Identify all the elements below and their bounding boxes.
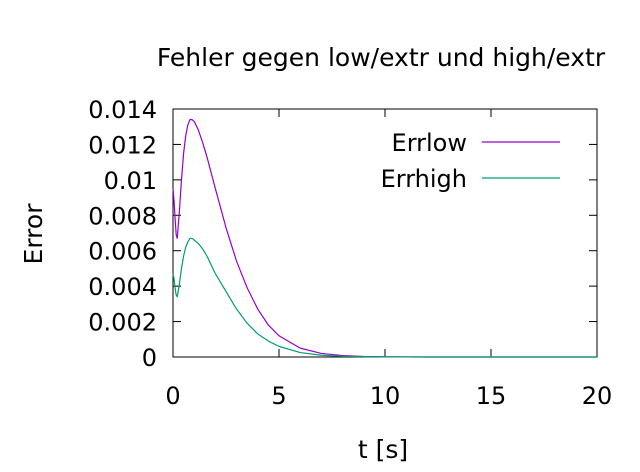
x-axis-ticks: 0 5 10 15 20 (165, 109, 612, 410)
x-tick-label: 15 (476, 382, 507, 410)
x-tick-label: 20 (582, 382, 613, 410)
x-tick-label: 0 (165, 382, 180, 410)
legend-label-errlow: Errlow (392, 129, 467, 157)
y-tick-label: 0.008 (88, 202, 157, 230)
legend: Errlow Errhigh (381, 129, 560, 193)
y-tick-label: 0.012 (88, 131, 157, 159)
series-lines (172, 119, 597, 358)
chart-title: Fehler gegen low/extr und high/extr (157, 43, 606, 72)
y-axis-ticks: 0 0.002 0.004 0.006 0.008 0.01 0.012 0.014 (88, 96, 597, 372)
x-tick-label: 10 (370, 382, 401, 410)
series-line-errlow (172, 119, 597, 358)
y-tick-label: 0.002 (88, 309, 157, 337)
y-tick-label: 0.006 (88, 238, 157, 266)
x-tick-label: 5 (271, 382, 286, 410)
y-tick-label: 0.004 (88, 273, 157, 301)
legend-label-errhigh: Errhigh (381, 165, 467, 193)
x-axis-label: t [s] (358, 435, 408, 464)
y-tick-label: 0.01 (104, 167, 157, 195)
y-tick-label: 0.014 (88, 96, 157, 124)
y-axis-label: Error (19, 203, 48, 265)
series-line-errhigh (172, 237, 597, 358)
y-tick-label: 0 (142, 344, 157, 372)
